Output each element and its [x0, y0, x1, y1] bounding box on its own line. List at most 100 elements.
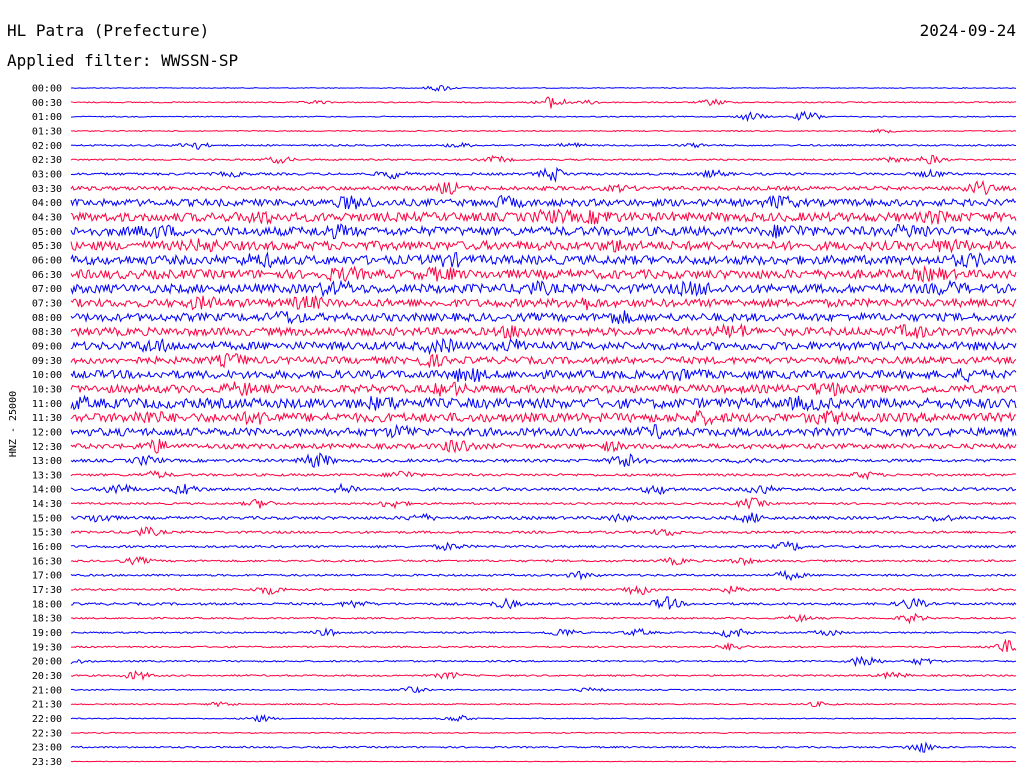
time-label: 15:00 — [32, 513, 62, 524]
seismic-trace — [70, 96, 1017, 109]
seismic-trace — [70, 438, 1017, 454]
time-label: 16:00 — [32, 542, 62, 553]
time-label: 16:30 — [32, 556, 62, 567]
seismic-trace — [70, 585, 1017, 596]
time-label: 21:30 — [32, 700, 62, 711]
time-label: 01:30 — [32, 127, 62, 138]
seismic-trace — [70, 265, 1017, 283]
time-label: 13:30 — [32, 470, 62, 481]
seismic-trace — [70, 452, 1017, 469]
seismic-trace — [70, 512, 1017, 524]
seismic-trace — [70, 409, 1017, 427]
time-label: 22:30 — [32, 728, 62, 739]
seismic-trace — [70, 655, 1017, 668]
seismic-trace — [70, 322, 1017, 341]
time-label: 21:00 — [32, 685, 62, 696]
seismic-trace — [70, 741, 1017, 753]
seismic-trace — [70, 700, 1017, 708]
seismic-trace — [70, 612, 1017, 625]
time-label: 23:00 — [32, 743, 62, 754]
seismic-trace — [70, 154, 1017, 165]
time-label: 19:30 — [32, 642, 62, 653]
time-label: 10:00 — [32, 370, 62, 381]
time-label: 11:00 — [32, 399, 62, 410]
seismic-trace — [70, 638, 1017, 653]
time-label: 06:30 — [32, 270, 62, 281]
seismic-trace — [70, 469, 1017, 481]
seismic-trace — [70, 223, 1017, 240]
time-label: 08:30 — [32, 327, 62, 338]
seismic-trace — [70, 84, 1017, 92]
seismic-trace — [70, 423, 1017, 440]
time-label: 05:00 — [32, 227, 62, 238]
seismic-trace — [70, 208, 1017, 226]
y-axis-label: HNZ - 25000 — [8, 391, 19, 457]
time-label: 17:30 — [32, 585, 62, 596]
seismic-trace — [70, 179, 1017, 196]
seismic-trace — [70, 731, 1017, 734]
time-label: 07:30 — [32, 298, 62, 309]
seismic-trace — [70, 394, 1017, 412]
seismic-trace — [70, 166, 1017, 183]
time-label: 10:30 — [32, 384, 62, 395]
time-label: 17:00 — [32, 571, 62, 582]
seismic-trace — [70, 569, 1017, 582]
time-label: 14:30 — [32, 499, 62, 510]
seismic-trace — [70, 669, 1017, 682]
time-label: 20:30 — [32, 671, 62, 682]
seismic-trace — [70, 128, 1017, 134]
time-label: 14:00 — [32, 485, 62, 496]
date-label: 2024-09-24 — [920, 21, 1016, 40]
seismic-trace — [70, 279, 1017, 298]
seismic-trace — [70, 237, 1017, 254]
time-label: 12:30 — [32, 442, 62, 453]
seismic-trace — [70, 714, 1017, 723]
seismic-trace — [70, 310, 1017, 325]
time-label: 09:30 — [32, 356, 62, 367]
seismic-trace — [70, 540, 1017, 552]
seismic-trace — [70, 482, 1017, 495]
time-label: 18:00 — [32, 599, 62, 610]
time-label: 06:00 — [32, 256, 62, 267]
time-label: 05:30 — [32, 241, 62, 252]
seismic-trace — [70, 367, 1017, 384]
seismic-trace — [70, 251, 1017, 269]
seismic-trace — [70, 626, 1017, 638]
time-label: 11:30 — [32, 413, 62, 424]
seismic-trace — [70, 295, 1017, 311]
seismic-trace — [70, 555, 1017, 567]
time-label: 00:00 — [32, 84, 62, 95]
seismic-trace — [70, 110, 1017, 123]
time-label: 23:30 — [32, 757, 62, 768]
time-label: 02:00 — [32, 141, 62, 152]
time-label: 03:30 — [32, 184, 62, 195]
time-label: 04:00 — [32, 198, 62, 209]
seismic-trace — [70, 526, 1017, 537]
time-label: 15:30 — [32, 528, 62, 539]
time-label: 00:30 — [32, 98, 62, 109]
seismic-trace — [70, 141, 1017, 150]
time-label: 12:00 — [32, 427, 62, 438]
time-label: 19:00 — [32, 628, 62, 639]
time-label: 03:00 — [32, 170, 62, 181]
seismic-trace — [70, 685, 1017, 694]
seismic-trace — [70, 596, 1017, 610]
time-label: 08:00 — [32, 313, 62, 324]
time-label: 20:00 — [32, 657, 62, 668]
station-title: HL Patra (Prefecture) — [7, 21, 209, 40]
time-label: 02:30 — [32, 155, 62, 166]
filter-label: Applied filter: WWSSN-SP — [7, 51, 238, 70]
time-label: 13:00 — [32, 456, 62, 467]
seismic-trace — [70, 381, 1017, 397]
time-label: 04:30 — [32, 213, 62, 224]
seismic-trace — [70, 496, 1017, 510]
time-label: 18:30 — [32, 614, 62, 625]
seismic-trace — [70, 337, 1017, 356]
seismic-trace — [70, 194, 1017, 210]
seismic-trace — [70, 760, 1017, 763]
time-label: 01:00 — [32, 112, 62, 123]
trace-group: 00:00 00:30 01:00 01:30 02:00 02:30 03:00 03:30… — [32, 84, 1017, 768]
time-label: 09:00 — [32, 341, 62, 352]
time-label: 07:00 — [32, 284, 62, 295]
time-label: 22:00 — [32, 714, 62, 725]
